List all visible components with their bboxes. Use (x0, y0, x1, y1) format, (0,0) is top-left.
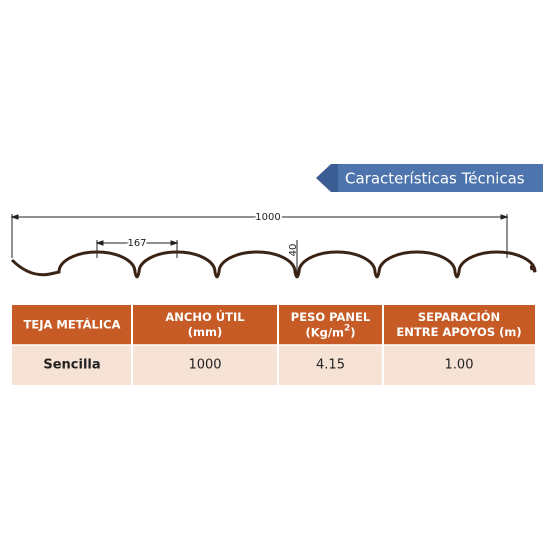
unit-superscript: 2 (344, 323, 350, 333)
header-label: TEJA METÁLICA (24, 317, 121, 332)
header-label: ANCHO ÚTIL (165, 309, 245, 324)
header-unit: (Kg/m2) (305, 323, 355, 339)
banner-box (338, 164, 543, 192)
cell-text: 1.00 (445, 358, 474, 373)
banner-arrow (316, 164, 338, 192)
arrow-head (10, 214, 19, 220)
header-row (12, 305, 535, 345)
arrow-head (95, 240, 104, 246)
cell-text: 4.15 (316, 358, 345, 373)
banner: Características Técnicas (316, 164, 543, 192)
header-label: SEPARACIÓN (418, 309, 500, 324)
profile-diagram (10, 214, 537, 279)
arrow-head (170, 240, 179, 246)
height-label: 40 (288, 244, 299, 257)
pitch-label: 167 (127, 238, 146, 249)
unit-close: ) (350, 325, 355, 339)
header-label: ENTRE APOYOS (m) (396, 325, 521, 339)
arrow-head (500, 214, 509, 220)
header-label: PESO PANEL (291, 310, 371, 324)
cell-text: Sencilla (43, 358, 100, 373)
roof-profile (10, 250, 537, 279)
unit-text: (Kg/m (305, 325, 344, 339)
cell-text: 1000 (188, 358, 221, 373)
banner-title: Características Técnicas (345, 170, 525, 188)
header-label: (mm) (188, 325, 222, 339)
width-label: 1000 (255, 212, 280, 223)
body-row (12, 345, 535, 385)
spec-table: TEJA METÁLICA ANCHO ÚTIL(mm) PESO PANEL(Kg… (12, 305, 535, 385)
